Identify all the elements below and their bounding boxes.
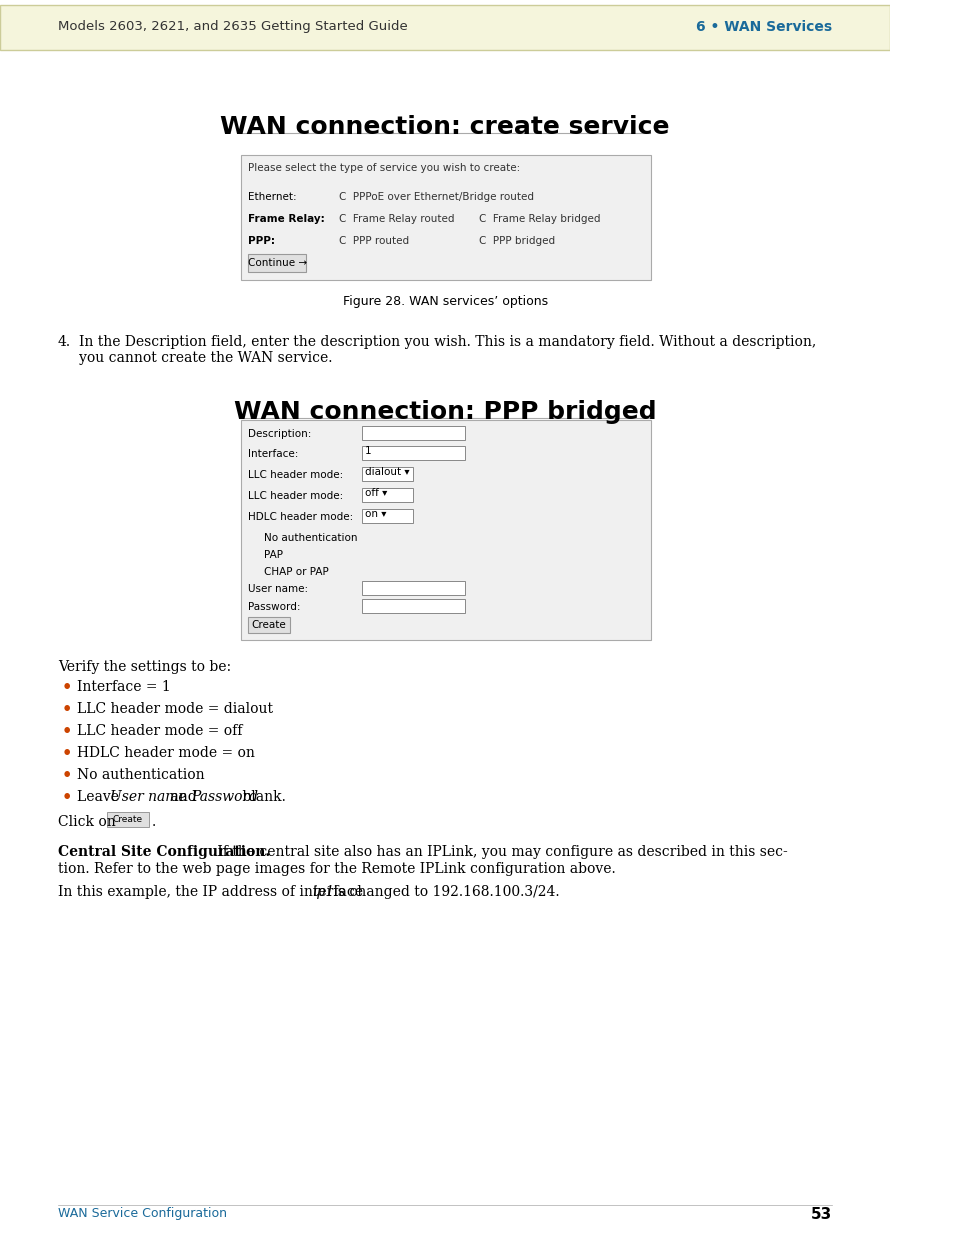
Text: 6 • WAN Services: 6 • WAN Services [696,20,832,35]
Text: No authentication: No authentication [76,768,204,782]
Text: In the Description field, enter the description you wish. This is a mandatory fi: In the Description field, enter the desc… [79,335,816,350]
Text: Ethernet:: Ethernet: [248,191,296,203]
Text: Models 2603, 2621, and 2635 Getting Started Guide: Models 2603, 2621, and 2635 Getting Star… [58,20,407,33]
FancyBboxPatch shape [362,580,464,595]
Text: .: . [152,815,156,829]
Text: Interface = 1: Interface = 1 [76,680,170,694]
Text: PAP: PAP [264,550,283,559]
Text: HDLC header mode = on: HDLC header mode = on [76,746,254,760]
Text: User name: User name [110,790,187,804]
Text: dialout ▾: dialout ▾ [364,467,409,477]
Circle shape [64,793,70,799]
FancyBboxPatch shape [362,426,464,440]
FancyBboxPatch shape [248,618,290,634]
Text: If the central site also has an IPLink, you may configure as described in this s: If the central site also has an IPLink, … [213,845,786,860]
Text: WAN connection: create service: WAN connection: create service [220,115,669,140]
Text: C  Frame Relay routed: C Frame Relay routed [338,214,454,224]
FancyBboxPatch shape [107,811,150,827]
Circle shape [64,748,70,755]
FancyBboxPatch shape [240,420,651,640]
Text: HDLC header mode:: HDLC header mode: [248,513,354,522]
Text: Leave: Leave [76,790,123,804]
Text: Frame Relay:: Frame Relay: [248,214,325,224]
Text: blank.: blank. [237,790,286,804]
Text: and: and [166,790,201,804]
Text: Interface:: Interface: [248,450,298,459]
FancyBboxPatch shape [362,467,413,480]
FancyBboxPatch shape [240,156,651,280]
Text: C  Frame Relay bridged: C Frame Relay bridged [478,214,599,224]
Text: LLC header mode:: LLC header mode: [248,492,343,501]
Text: Create: Create [252,620,286,630]
Text: Verify the settings to be:: Verify the settings to be: [58,659,231,674]
FancyBboxPatch shape [362,599,464,613]
FancyBboxPatch shape [362,509,413,522]
Text: LLC header mode = dialout: LLC header mode = dialout [76,701,273,716]
Text: LLC header mode:: LLC header mode: [248,471,343,480]
Text: tion. Refer to the web page images for the Remote IPLink configuration above.: tion. Refer to the web page images for t… [58,862,615,876]
Circle shape [64,771,70,777]
FancyBboxPatch shape [248,254,306,272]
Text: Figure 28. WAN services’ options: Figure 28. WAN services’ options [342,295,547,308]
Text: 4.: 4. [58,335,71,350]
Circle shape [64,705,70,711]
Text: PPP:: PPP: [248,236,274,246]
Text: Continue →: Continue → [248,258,306,268]
Text: Please select the type of service you wish to create:: Please select the type of service you wi… [248,163,520,173]
Text: WAN Service Configuration: WAN Service Configuration [58,1207,227,1220]
FancyBboxPatch shape [362,446,464,459]
Text: Create: Create [112,815,143,824]
Text: Description:: Description: [248,429,312,438]
Text: is changed to 192.168.100.3/24.: is changed to 192.168.100.3/24. [329,885,559,899]
Text: LLC header mode = off: LLC header mode = off [76,724,242,739]
FancyBboxPatch shape [0,5,889,49]
Text: off ▾: off ▾ [364,488,387,498]
Text: Central Site Configuration.: Central Site Configuration. [58,845,270,860]
Circle shape [64,683,70,689]
FancyBboxPatch shape [362,488,413,501]
Text: Password:: Password: [248,601,300,613]
Text: No authentication: No authentication [264,534,357,543]
Text: C  PPPoE over Ethernet/Bridge routed: C PPPoE over Ethernet/Bridge routed [338,191,533,203]
Text: you cannot create the WAN service.: you cannot create the WAN service. [79,351,333,366]
Text: 53: 53 [810,1207,832,1221]
Text: Password: Password [192,790,258,804]
Text: User name:: User name: [248,584,308,594]
Text: WAN connection: PPP bridged: WAN connection: PPP bridged [233,400,656,424]
Circle shape [252,538,255,542]
Text: CHAP or PAP: CHAP or PAP [264,567,329,577]
Text: C  PPP bridged: C PPP bridged [478,236,555,246]
Text: Click on: Click on [58,815,115,829]
Text: 1: 1 [364,446,371,456]
Text: ip1: ip1 [313,885,335,899]
Text: on ▾: on ▾ [364,509,386,519]
Text: C  PPP routed: C PPP routed [338,236,409,246]
Circle shape [64,727,70,734]
Text: In this example, the IP address of interface: In this example, the IP address of inter… [58,885,367,899]
